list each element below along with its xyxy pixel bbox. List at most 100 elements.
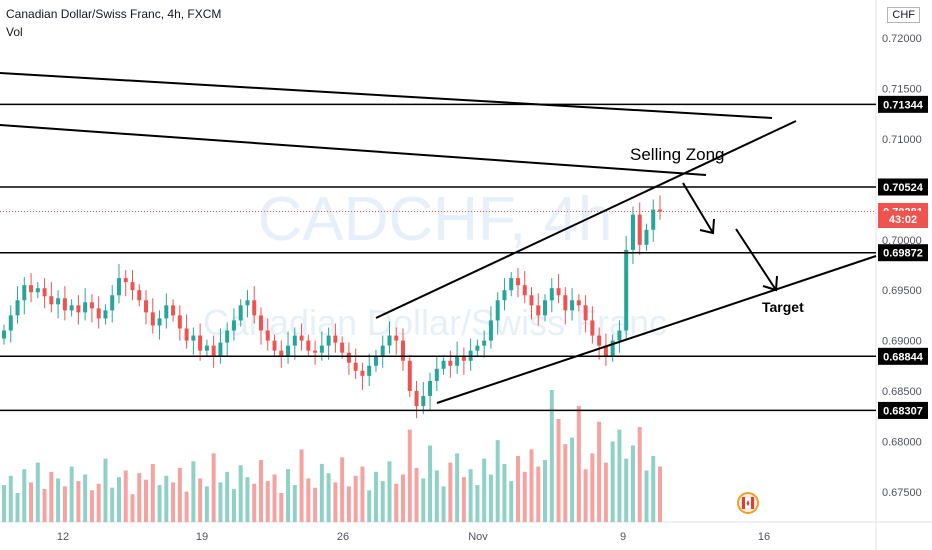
candle-body	[96, 308, 101, 319]
candle-body	[69, 305, 74, 311]
volume-bar	[590, 453, 595, 522]
level-price-text: 0.68844	[883, 351, 924, 363]
volume-bar	[394, 483, 399, 522]
candle-body	[272, 340, 277, 351]
volume-bar	[536, 466, 541, 522]
candle-body	[313, 350, 318, 353]
time-tick-label: 12	[57, 531, 69, 543]
volume-bar	[8, 475, 13, 522]
price-tick-label: 0.71500	[882, 84, 922, 96]
volume-bar	[455, 453, 460, 522]
countdown-badge	[878, 211, 928, 228]
candle-body	[387, 335, 392, 346]
candle-body	[360, 370, 365, 376]
channel-lower-line[interactable]	[436, 255, 877, 404]
volume-bars	[2, 390, 662, 522]
candle-body	[218, 342, 223, 356]
volume-bar	[56, 478, 61, 522]
candle-body	[536, 305, 541, 316]
volume-bar	[218, 482, 223, 522]
volume-bar	[630, 445, 635, 522]
candle-body	[286, 345, 291, 356]
price-tick-label: 0.69000	[882, 336, 922, 348]
candle-body	[89, 302, 94, 309]
volume-bar	[326, 473, 331, 522]
volume-bar	[610, 441, 615, 522]
candle-body	[299, 335, 304, 341]
volume-bar	[164, 475, 169, 522]
candle-body	[177, 315, 182, 329]
candle-body	[624, 249, 629, 331]
candle-body	[238, 305, 243, 321]
channel-upper-line[interactable]	[375, 120, 797, 319]
price-tick-label: 0.71000	[882, 134, 922, 146]
candle-body	[590, 320, 595, 336]
volume-bar	[96, 483, 101, 522]
annotation-selling-zone[interactable]: Selling Zong	[630, 145, 725, 164]
candle-body	[549, 288, 554, 301]
candle-body	[103, 310, 108, 319]
candle-body	[475, 345, 480, 351]
volume-bar	[373, 471, 378, 522]
volume-bar	[279, 492, 284, 522]
canada-flag-icon[interactable]	[737, 492, 759, 514]
volume-bar	[245, 477, 250, 522]
candle-body	[2, 330, 6, 339]
volume-bar	[252, 483, 257, 522]
candle-body	[22, 285, 27, 301]
volume-bar	[2, 485, 6, 522]
volume-bar	[644, 470, 649, 522]
watermark-ticker: CADCHF, 4h	[258, 185, 613, 254]
candle-body	[658, 209, 662, 212]
candle-body	[367, 365, 372, 376]
arrow-down-to-target[interactable]	[735, 228, 778, 292]
annotation-target[interactable]: Target	[762, 299, 804, 315]
candle-body	[123, 278, 128, 283]
trendline-upper-resistance[interactable]	[0, 72, 773, 119]
candle-body	[414, 390, 419, 407]
volume-bar	[157, 485, 162, 522]
time-tick-label: 9	[620, 531, 626, 543]
level-price-tag	[878, 95, 928, 113]
candle-body	[15, 300, 20, 316]
volume-bar	[488, 474, 493, 522]
candle-body	[116, 278, 121, 296]
volume-bar	[549, 390, 554, 522]
volume-bar	[313, 487, 318, 522]
candle-body	[522, 285, 527, 296]
volume-bar	[468, 469, 473, 522]
currency-label[interactable]: CHF	[887, 7, 920, 23]
volume-bar	[89, 490, 94, 522]
candle-body	[346, 352, 351, 363]
candle-body	[8, 315, 13, 331]
volume-bar	[15, 492, 20, 522]
arrow-down-to-support[interactable]	[682, 182, 715, 235]
candle-body	[407, 360, 412, 391]
candle-body	[319, 345, 324, 353]
price-labels: 0.713440.705240.698720.688440.683070.702…	[878, 95, 928, 419]
volume-bar	[421, 478, 426, 522]
volume-bar	[184, 491, 189, 522]
candle-body	[83, 302, 88, 313]
volume-bar	[272, 474, 277, 522]
time-axis[interactable]: 12 19 26 Nov 9 16	[57, 531, 770, 543]
volume-bar	[407, 429, 412, 522]
horizontal-levels	[0, 103, 876, 412]
candle-body	[191, 335, 196, 341]
volume-bar	[495, 440, 500, 522]
candle-body	[597, 335, 602, 346]
time-tick-label: Nov	[468, 531, 488, 543]
volume-bar	[367, 490, 372, 522]
candle-body	[56, 298, 61, 305]
volume-indicator-label[interactable]: Vol	[6, 25, 23, 39]
candle-body	[245, 300, 250, 306]
candle-body	[42, 288, 47, 297]
candle-body	[610, 340, 615, 356]
candle-body	[211, 345, 216, 356]
volume-bar	[617, 429, 622, 522]
volume-bar	[637, 426, 642, 522]
trendline-lower-resistance[interactable]	[0, 124, 707, 176]
volume-bar	[292, 485, 297, 522]
volume-bar	[515, 456, 520, 522]
